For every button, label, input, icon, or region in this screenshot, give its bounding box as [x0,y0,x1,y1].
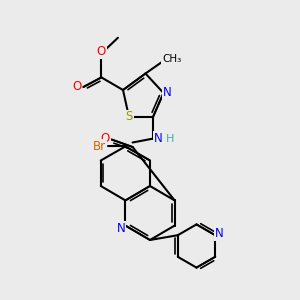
Text: CH₃: CH₃ [162,53,182,64]
Text: Br: Br [93,140,106,153]
Text: N: N [116,222,125,235]
Text: N: N [163,86,172,100]
Text: N: N [154,132,163,145]
Text: H: H [166,134,175,144]
Text: O: O [72,80,81,94]
Text: S: S [125,110,133,124]
Text: N: N [215,227,224,240]
Text: O: O [97,45,106,58]
Text: O: O [100,131,109,145]
